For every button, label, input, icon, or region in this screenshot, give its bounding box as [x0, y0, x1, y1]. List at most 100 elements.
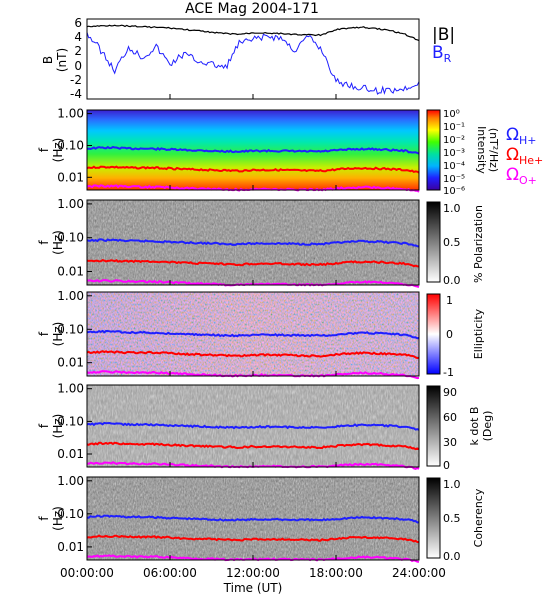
cbar-tick: 90 [443, 386, 457, 399]
b-ytick: 4 [74, 30, 82, 44]
ion-legend: ΩH+ ΩHe+ ΩO+ [506, 125, 543, 187]
h-plus-line [86, 514, 419, 524]
legend-he-plus: ΩHe+ [506, 145, 543, 167]
cbar-coherency-ticks: 1.0 0.5 0.0 [443, 478, 461, 563]
x-tick: 00:00:00 [60, 566, 114, 580]
spectral-yunit: (Hz) [51, 230, 65, 255]
h-plus-line [86, 238, 420, 248]
spectral-ytick: 0.10 [57, 139, 84, 153]
b-mag-line [86, 24, 420, 42]
b-legend: |B| BR [432, 25, 455, 65]
kdotb-noise [87, 385, 419, 467]
cbar-tick: 10⁻² [443, 135, 465, 146]
spectral-ytick: 1.00 [57, 474, 84, 488]
spectral-yunit: (Hz) [51, 506, 65, 531]
spectral-yunit: (Hz) [51, 322, 65, 347]
spectral-ytick: 0.01 [57, 170, 84, 184]
spectral-ylabel: f [37, 516, 51, 521]
spectral-ytick: 1.00 [57, 107, 84, 121]
spectral-ylabel: f [37, 147, 51, 152]
intensity-colorbar [426, 109, 441, 191]
cbar-tick: 1 [446, 294, 453, 307]
b-panel-bg [87, 19, 419, 99]
cbar-tick: 0.0 [443, 550, 461, 563]
intensity-cbar-unit: (nT²/Hz) [487, 128, 500, 172]
x-axis-ticks: 00:00:00 06:00:00 12:00:00 18:00:00 24:0… [60, 94, 446, 580]
cbar-tick: 0 [443, 459, 450, 472]
cbar-tick: 0 [446, 328, 453, 341]
cbar-ellipticity-ticks: 1 0 -1 [443, 294, 454, 379]
he-plus-line [86, 441, 420, 451]
b-ytick: -4 [70, 87, 82, 101]
legend-b-r: BR [432, 43, 452, 65]
cbar-tick: 0.5 [443, 512, 461, 525]
x-tick: 12:00:00 [226, 566, 280, 580]
kdotb-colorbar [426, 385, 441, 467]
b-yticks: 6 4 2 0 -2 -4 [70, 16, 82, 101]
he-plus-line [86, 165, 420, 174]
b-ytick: 0 [74, 59, 82, 73]
cbar-tick: 10⁻⁵ [443, 174, 465, 185]
ellipticity-cbar-label: Ellipticity [472, 308, 485, 359]
cbar-tick: 0.5 [443, 236, 461, 249]
kdotb-cbar-unit: (Deg) [481, 411, 494, 442]
cbar-tick: 10⁻⁴ [443, 161, 465, 172]
spectral-yunit: (Hz) [51, 414, 65, 439]
x-axis-label: Time (UT) [223, 581, 283, 595]
b-yunit: (nT) [55, 48, 69, 72]
spectral-ytick: 0.01 [57, 265, 84, 279]
spectral-ylabel: f [37, 331, 51, 336]
cbar-tick: 10⁻³ [443, 148, 465, 159]
cbar-tick: 10⁻⁶ [443, 186, 465, 197]
he-plus-line [86, 350, 420, 360]
polarization-colorbar [426, 201, 441, 283]
y-axis-labels: B (nT) [41, 48, 69, 72]
coherency-cbar-label: Coherency [472, 488, 485, 547]
spectral-ytick: 0.10 [57, 414, 84, 428]
chart-title: ACE Mag 2004-171 [185, 1, 319, 17]
intensity-image [87, 110, 419, 190]
cbar-tick: 1.0 [443, 202, 461, 215]
ellipticity-colorbar [426, 293, 441, 375]
cbar-tick: 30 [443, 436, 457, 449]
b-ylabel: B [41, 56, 55, 64]
spectral-ylabel: f [37, 423, 51, 428]
h-plus-line [86, 145, 420, 155]
h-plus-line [86, 421, 420, 431]
cbar-intensity-ticks: 10⁰ 10⁻¹ 10⁻² 10⁻³ 10⁻⁴ 10⁻⁵ 10⁻⁶ [443, 109, 465, 197]
spectral-yunit: (Hz) [51, 138, 65, 163]
cbar-tick: 0.0 [443, 274, 461, 287]
kdotb-cbar-label: k dot B [468, 407, 481, 446]
cbar-tick: -1 [443, 366, 454, 379]
b-r-line [86, 32, 420, 95]
b-ytick: 2 [74, 44, 82, 58]
x-tick: 18:00:00 [309, 566, 363, 580]
spectral-ytick: 0.01 [57, 447, 84, 461]
spectral-ytick: 0.10 [57, 322, 84, 336]
panel-images [87, 19, 419, 560]
cbar-tick: 60 [443, 411, 457, 424]
b-ytick: 6 [74, 16, 82, 30]
legend-b-mag: |B| [432, 25, 455, 45]
coherency-colorbar [426, 477, 441, 559]
spectral-ytick: 1.00 [57, 382, 84, 396]
he-plus-line [86, 534, 419, 543]
intensity-cbar-label: Intensity [475, 126, 488, 174]
spectral-ylabel: f [37, 240, 51, 245]
cbar-polarization-ticks: 1.0 0.5 0.0 [443, 202, 461, 287]
x-tick: 24:00:00 [392, 566, 446, 580]
cbar-kdotb-ticks: 90 60 30 0 [443, 386, 457, 472]
legend-h-plus: ΩH+ [506, 125, 537, 147]
cbar-tick: 10⁻¹ [443, 122, 465, 133]
spectral-ytick: 0.01 [57, 540, 84, 554]
data-curves [86, 24, 420, 563]
spectral-ytick: 0.01 [57, 356, 84, 370]
h-plus-line [86, 329, 420, 340]
spectral-ytick: 1.00 [57, 197, 84, 211]
x-tick: 06:00:00 [143, 566, 197, 580]
colorbars [426, 109, 441, 559]
spectral-ytick: 1.00 [57, 289, 84, 303]
cbar-tick: 1.0 [443, 478, 461, 491]
b-ytick: -2 [70, 73, 82, 87]
